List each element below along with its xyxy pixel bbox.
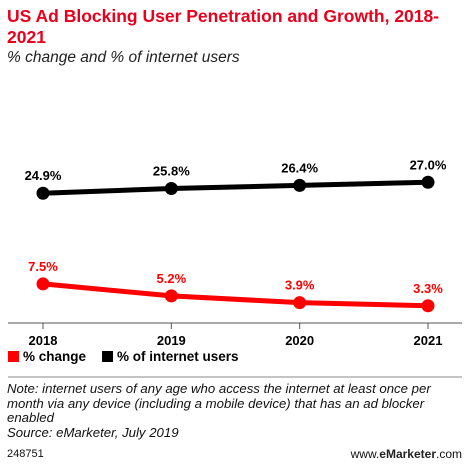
data-point (421, 175, 435, 189)
chart-subtitle: % change and % of internet users (7, 49, 240, 66)
x-tick-label: 2018 (29, 333, 58, 348)
data-point (164, 289, 178, 303)
x-tick-label: 2021 (414, 333, 443, 348)
data-point (36, 186, 50, 200)
legend-swatch (8, 351, 19, 362)
brand-name: eMarketer (379, 447, 436, 461)
data-point (36, 277, 50, 291)
brand-suffix: .com (435, 447, 462, 461)
chart-note: Note: internet users of any age who acce… (7, 381, 465, 440)
data-label: 3.9% (285, 278, 315, 293)
data-label: 5.2% (157, 271, 187, 286)
chart-id: 248751 (7, 448, 44, 460)
data-label: 3.3% (413, 281, 443, 296)
data-label: 26.4% (281, 160, 318, 175)
legend-swatch (102, 351, 114, 362)
data-label: 24.9% (25, 168, 62, 183)
data-point (293, 178, 307, 192)
data-point (421, 299, 435, 313)
note-text: Note: internet users of any age who acce… (7, 381, 431, 426)
legend-label: % of internet users (117, 349, 239, 364)
data-label: 7.5% (28, 259, 58, 274)
data-label: 25.8% (153, 164, 190, 179)
series-line (40, 281, 431, 309)
source-text: Source: eMarketer, July 2019 (7, 424, 179, 440)
data-label: 27.0% (410, 157, 447, 172)
data-point (164, 182, 178, 196)
brand-logo: www.eMarketer.com (351, 447, 462, 461)
chart-title: US Ad Blocking User Penetration and Grow… (7, 6, 440, 47)
series-line (40, 179, 431, 196)
legend-label: % change (23, 349, 87, 364)
data-point (293, 296, 307, 310)
x-tick-label: 2020 (285, 333, 314, 348)
chart-plot: 2018 2019 2020 2021 7.5% 5.2% 3.9% 3.3% 24.9% 25.… (8, 157, 462, 378)
x-tick-label: 2019 (157, 333, 186, 348)
brand-prefix: www. (350, 447, 380, 461)
